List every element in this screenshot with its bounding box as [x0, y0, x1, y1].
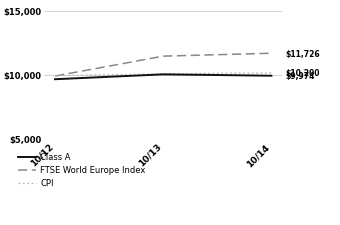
Legend: Class A, FTSE World Europe Index, CPI: Class A, FTSE World Europe Index, CPI — [18, 153, 146, 188]
